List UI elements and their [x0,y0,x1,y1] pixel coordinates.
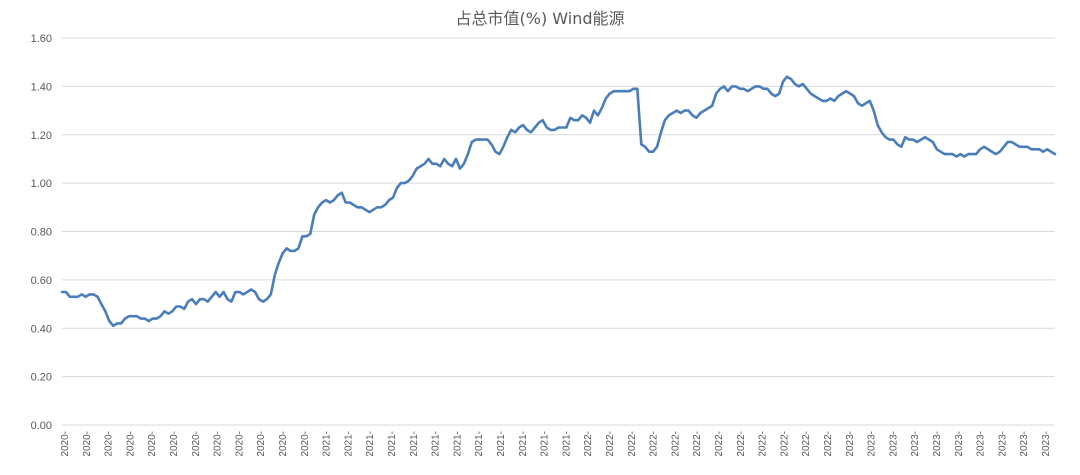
x-tick-label: 2023- [954,431,965,457]
x-tick-label: 2020- [256,431,267,457]
x-tick-label: 2022- [823,431,834,457]
x-tick-label: 2021- [496,431,507,457]
x-tick-label: 2023- [867,431,878,457]
x-tick-label: 2021- [387,431,398,457]
x-tick-label: 2022- [583,431,594,457]
x-tick-label: 2021- [474,431,485,457]
x-tick-label: 2023- [997,431,1008,457]
x-tick-label: 2021- [322,431,333,457]
x-tick-label: 2022- [605,431,616,457]
series-line [60,75,1057,328]
x-tick-label: 2022- [692,431,703,457]
x-tick-label: 2021- [431,431,442,457]
chart-title: 占总市值(%) Wind能源 [456,9,625,28]
y-tick-label: 0.00 [31,420,52,432]
x-tick-label: 2022- [627,431,638,457]
x-tick-label: 2020- [234,431,245,457]
x-tick-label: 2020- [82,431,93,457]
y-axis-tick-labels: 0.00 0.20 0.40 0.60 0.80 1.00 1.20 1.40 1.60 [31,33,52,432]
x-tick-label: 2021- [409,431,420,457]
x-tick-label: 2022- [801,431,812,457]
x-tick-label: 2022- [758,431,769,457]
x-tick-label: 2021- [365,431,376,457]
x-tick-label: 2022- [736,431,747,457]
series-layer [60,75,1057,328]
x-tick-label: 2023- [932,431,943,457]
x-tick-label: 2020- [300,431,311,457]
x-tick-label: 2020- [104,431,115,457]
x-tick-label: 2022- [670,431,681,457]
x-tick-label: 2021- [452,431,463,457]
x-tick-label: 2021- [561,431,572,457]
x-tick-label: 2023- [910,431,921,457]
y-tick-label: 0.80 [31,227,52,239]
y-tick-label: 1.20 [31,130,52,142]
x-tick-label: 2023- [1019,431,1030,457]
x-tick-label: 2022- [649,431,660,457]
y-tick-label: 1.00 [31,178,52,190]
y-tick-label: 0.20 [31,372,52,384]
x-tick-label: 2020- [213,431,224,457]
x-tick-label: 2020- [60,431,71,457]
y-tick-label: 0.60 [31,275,52,287]
x-tick-label: 2023- [845,431,856,457]
x-tick-label: 2020- [125,431,136,457]
x-tick-label: 2021- [518,431,529,457]
y-tick-label: 1.40 [31,81,52,93]
x-tick-label: 2023- [976,431,987,457]
x-tick-label: 2022- [779,431,790,457]
gridlines [62,37,1055,426]
x-tick-label: 2020- [278,431,289,457]
x-tick-label: 2023- [1041,431,1052,457]
x-tick-label: 2021- [540,431,551,457]
x-axis-tick-labels: 2020- 2020- 2020- 2020- 2020- 2020- 2020- 2020-… [60,431,1052,457]
x-tick-label: 2022- [714,431,725,457]
x-tick-label: 2020- [191,431,202,457]
x-tick-label: 2023- [888,431,899,457]
x-tick-label: 2020- [147,431,158,457]
x-tick-label: 2021- [343,431,354,457]
y-tick-label: 1.60 [31,33,52,45]
y-tick-label: 0.40 [31,323,52,335]
x-tick-label: 2020- [169,431,180,457]
